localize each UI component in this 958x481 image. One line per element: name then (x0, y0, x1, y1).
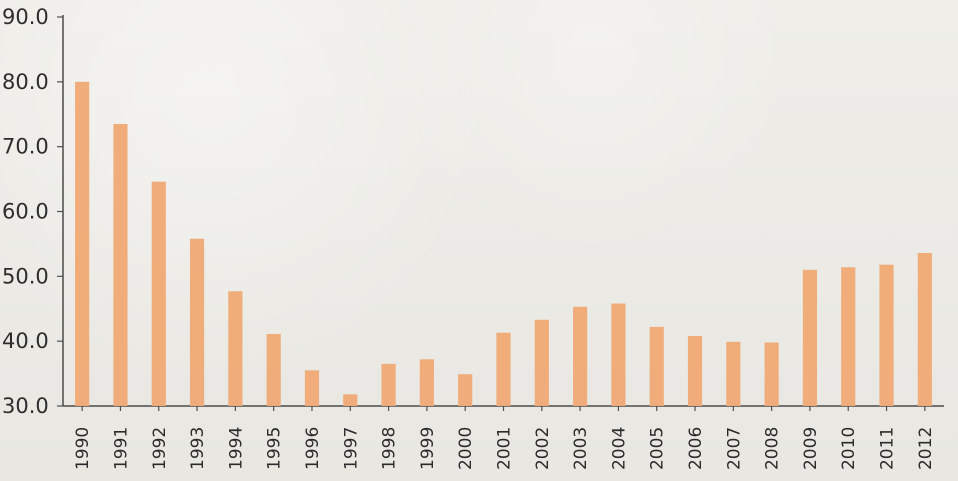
bar-2002 (534, 319, 549, 406)
bar-1998 (381, 363, 396, 406)
x-tick-label-1994: 1994 (226, 427, 246, 470)
y-axis-group: 30.0 40.0 50.0 60.0 70.0 80.0 90.0 (2, 5, 64, 418)
bar-1999 (419, 359, 434, 406)
y-tick-label: 80.0 (2, 70, 49, 94)
bar-2004 (611, 303, 626, 406)
x-tick-label-1992: 1992 (150, 427, 170, 470)
x-tick-label-1990: 1990 (73, 427, 93, 470)
x-tick-label-2003: 2003 (571, 427, 591, 470)
y-axis-ticks: 30.0 40.0 50.0 60.0 70.0 80.0 90.0 (2, 5, 63, 418)
bar-2005 (649, 326, 664, 406)
bar-1990 (75, 81, 90, 406)
x-axis-group: 1990 1991 1992 1993 1994 1995 1996 1997 1998 1999… (63, 405, 944, 470)
y-tick-label: 60.0 (2, 200, 49, 224)
bar-2009 (802, 269, 818, 406)
bars-group (75, 81, 932, 406)
y-tick-label: 50.0 (2, 264, 49, 288)
x-tick-label-2002: 2002 (533, 427, 553, 470)
x-tick-label-2005: 2005 (648, 427, 668, 470)
y-tick-label: 70.0 (2, 135, 49, 159)
bar-2001 (496, 332, 511, 406)
x-tick-label-1997: 1997 (341, 427, 361, 470)
x-tick-label-2000: 2000 (456, 427, 476, 470)
bar-1992 (151, 181, 166, 406)
bar-2008 (764, 342, 779, 406)
x-tick-label-1993: 1993 (188, 427, 208, 470)
x-tick-label-1999: 1999 (418, 427, 438, 470)
x-tick-label-2011: 2011 (878, 427, 898, 470)
bar-1996 (304, 370, 320, 406)
x-tick-label-1996: 1996 (303, 427, 323, 470)
bar-1991 (113, 123, 128, 406)
bar-1997 (343, 394, 358, 406)
x-tick-label-2004: 2004 (609, 427, 629, 470)
x-tick-label-2006: 2006 (686, 427, 706, 470)
bar-1994 (228, 291, 243, 406)
bar-2000 (458, 374, 473, 406)
x-tick-label-1991: 1991 (111, 427, 131, 470)
bar-2003 (573, 306, 588, 406)
x-axis-ticks: 1990 1991 1992 1993 1994 1995 1996 1997 1998 1999… (73, 406, 936, 470)
x-tick-label-2008: 2008 (763, 427, 783, 470)
bar-1995 (266, 334, 281, 406)
x-tick-label-2007: 2007 (724, 427, 744, 470)
y-tick-label: 90.0 (2, 5, 49, 29)
y-tick-label: 40.0 (2, 329, 49, 353)
bar-2012 (917, 252, 932, 406)
y-tick-label: 30.0 (2, 394, 49, 418)
x-tick-label-1995: 1995 (265, 427, 285, 470)
bar-2006 (687, 335, 703, 406)
bar-2010 (841, 267, 856, 406)
x-tick-label-2012: 2012 (916, 427, 936, 470)
bar-2007 (726, 341, 741, 406)
x-tick-label-1998: 1998 (380, 427, 400, 470)
bar-2011 (879, 264, 894, 406)
x-tick-label-2009: 2009 (801, 427, 821, 470)
x-tick-label-2010: 2010 (839, 427, 859, 470)
bar-1993 (189, 238, 205, 406)
x-tick-label-2001: 2001 (495, 427, 515, 470)
